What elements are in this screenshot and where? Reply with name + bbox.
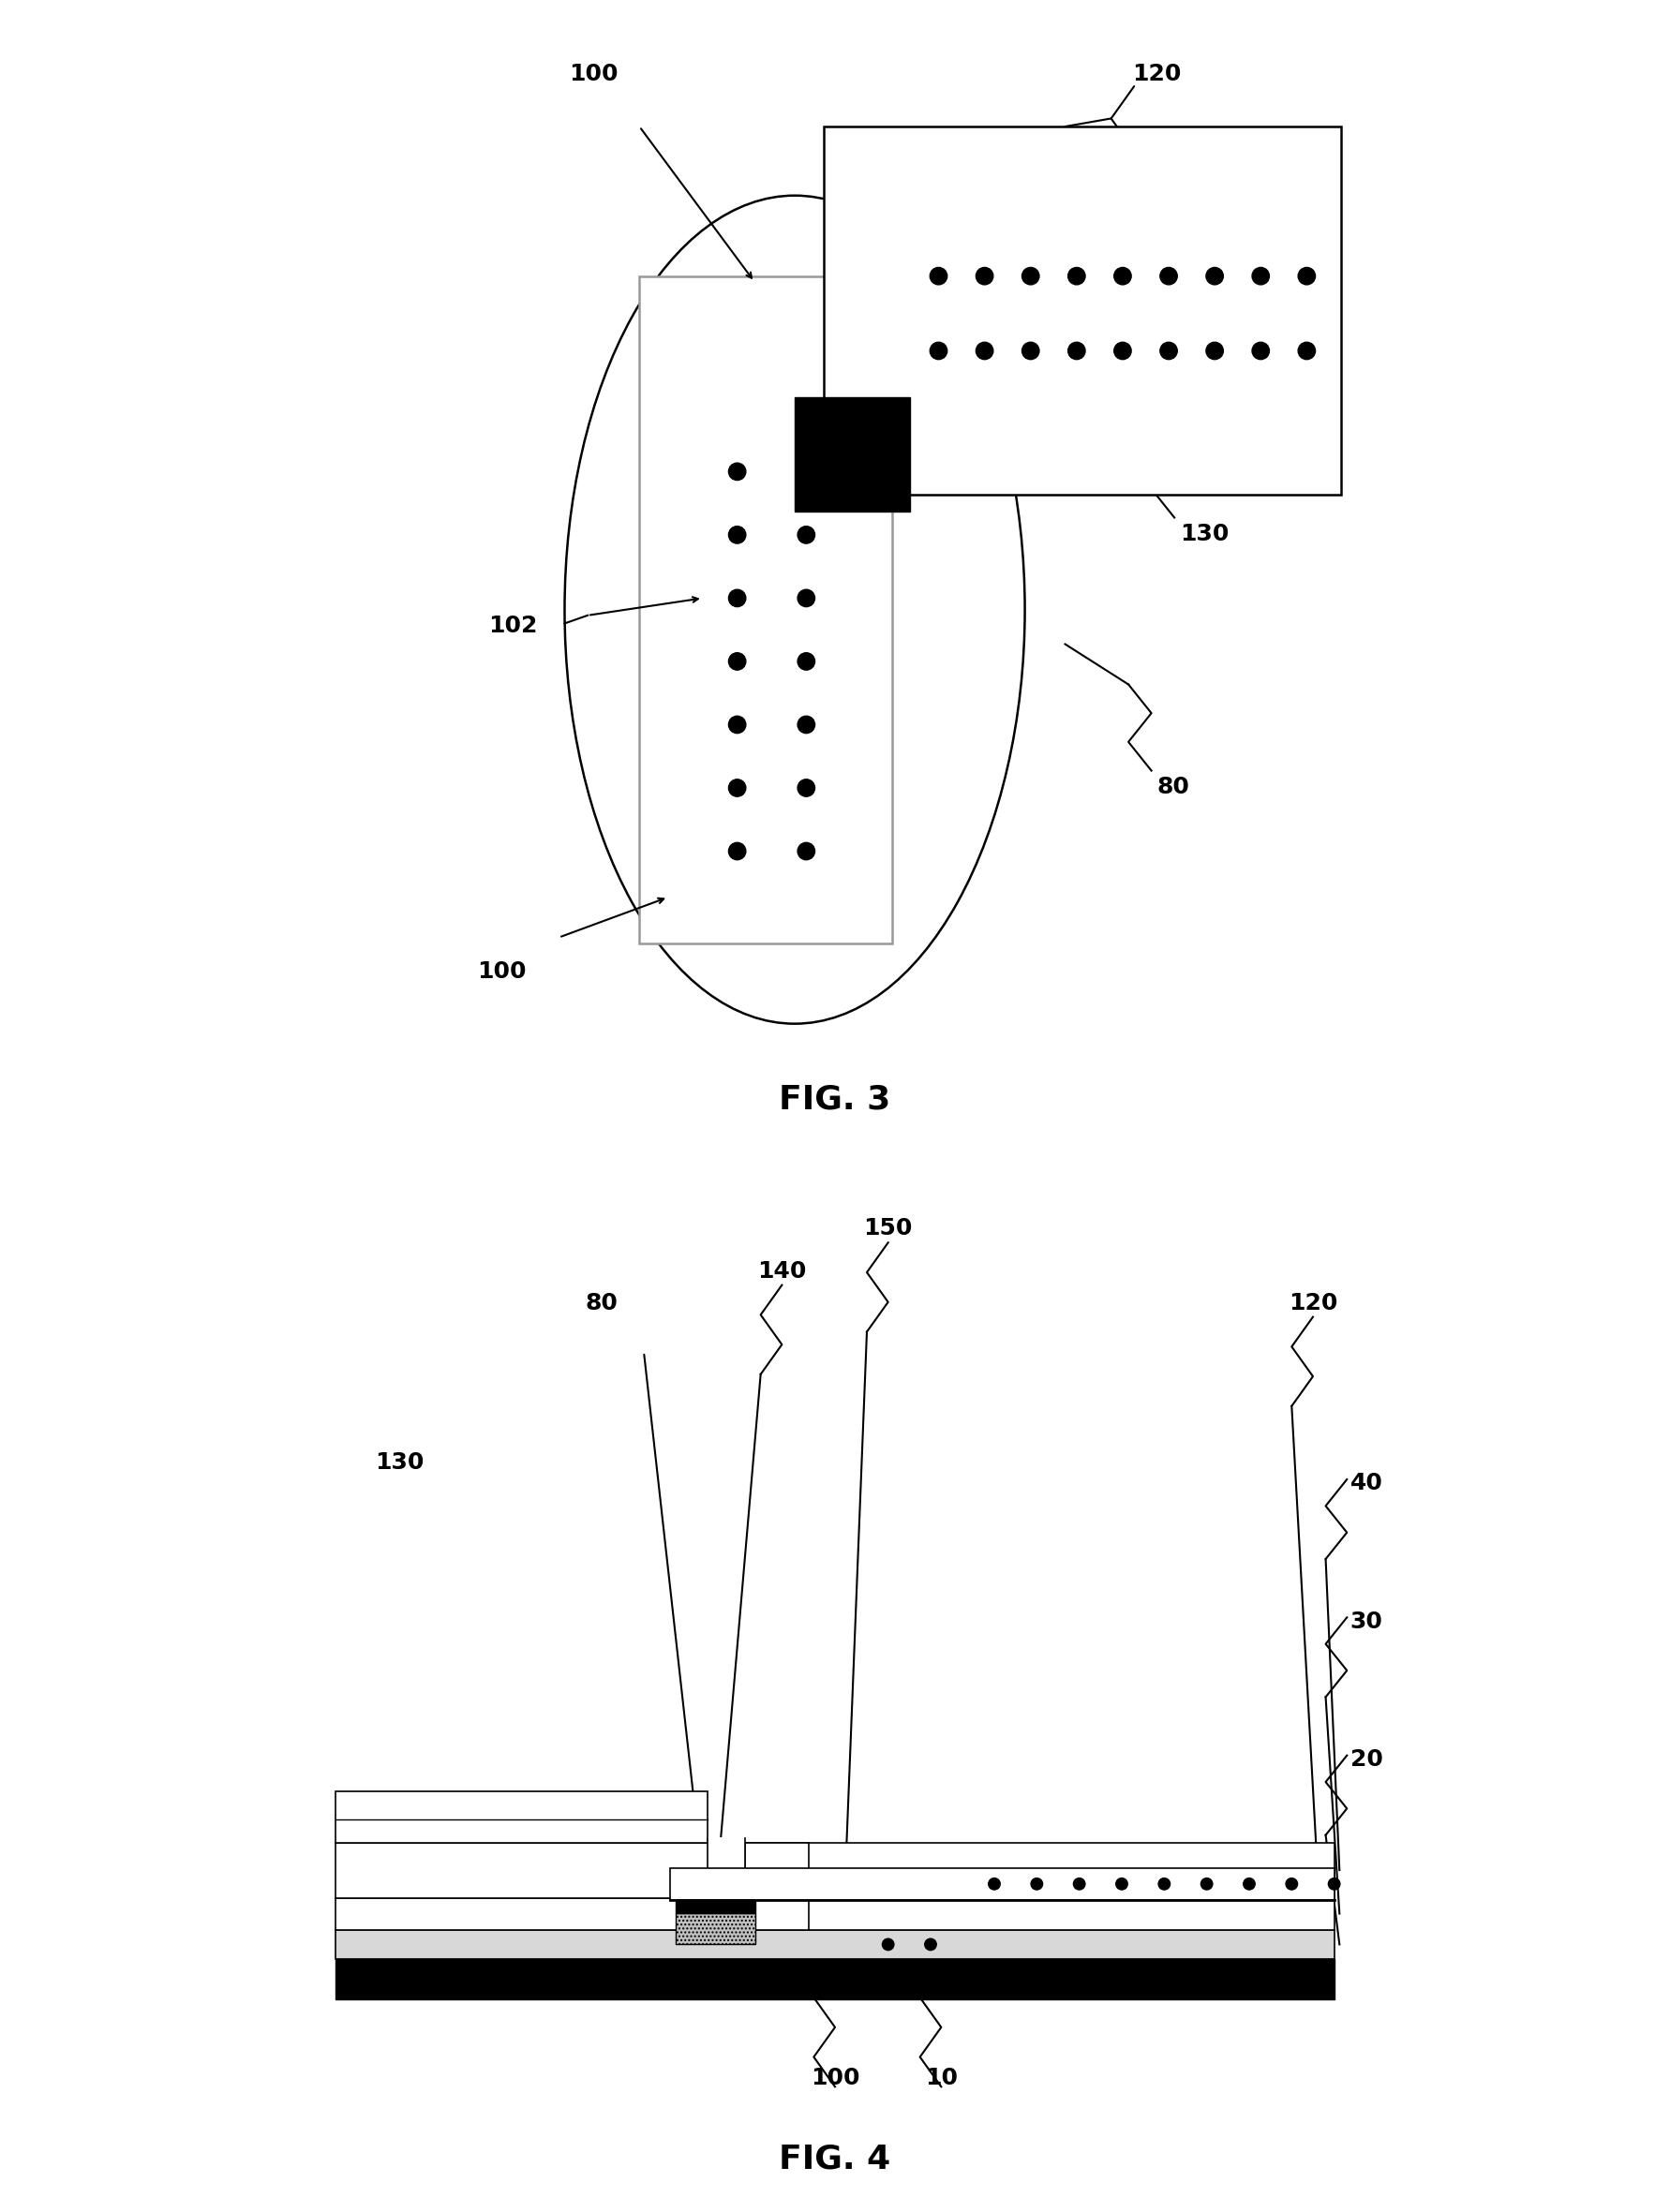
Bar: [745, 1898, 808, 1929]
Circle shape: [728, 717, 746, 734]
Circle shape: [1069, 343, 1086, 361]
Circle shape: [1298, 343, 1316, 361]
Circle shape: [1286, 1878, 1298, 1889]
Circle shape: [1206, 343, 1224, 361]
Text: 40: 40: [1349, 1473, 1383, 1495]
Bar: [676, 1900, 755, 1913]
Bar: [336, 1929, 1334, 1960]
Bar: [823, 126, 1341, 495]
Bar: [670, 1867, 1334, 1900]
Circle shape: [798, 717, 815, 734]
Text: 100: 100: [810, 2066, 860, 2090]
Bar: [336, 1960, 1334, 2000]
Bar: [336, 1960, 1334, 2000]
Text: 80: 80: [584, 1292, 618, 1314]
Circle shape: [1074, 1878, 1086, 1889]
Circle shape: [798, 462, 815, 480]
Circle shape: [1252, 268, 1269, 285]
Text: 120: 120: [1288, 1292, 1338, 1314]
Circle shape: [1298, 268, 1316, 285]
Bar: [708, 1838, 745, 1929]
Circle shape: [930, 343, 947, 361]
Circle shape: [1161, 343, 1177, 361]
Bar: [795, 396, 910, 511]
Circle shape: [1252, 343, 1269, 361]
Circle shape: [930, 268, 947, 285]
Circle shape: [925, 1938, 937, 1951]
Circle shape: [728, 653, 746, 670]
Text: 100: 100: [569, 62, 618, 86]
Text: 150: 150: [863, 1217, 912, 1241]
Circle shape: [728, 779, 746, 796]
Circle shape: [798, 779, 815, 796]
Text: 30: 30: [1349, 1610, 1383, 1632]
Text: 10: 10: [925, 2066, 957, 2090]
Circle shape: [1201, 1878, 1212, 1889]
Circle shape: [975, 268, 994, 285]
Text: 130: 130: [376, 1451, 424, 1473]
Circle shape: [1022, 268, 1039, 285]
Circle shape: [728, 462, 746, 480]
Circle shape: [798, 591, 815, 606]
Text: 20: 20: [1349, 1747, 1383, 1772]
Bar: [745, 1843, 808, 1898]
Circle shape: [798, 526, 815, 544]
Circle shape: [1069, 268, 1086, 285]
Circle shape: [1114, 268, 1131, 285]
Circle shape: [1030, 1878, 1042, 1889]
Bar: [336, 1898, 1334, 1929]
Circle shape: [1328, 1878, 1339, 1889]
Text: FIG. 3: FIG. 3: [780, 1084, 890, 1115]
Text: 120: 120: [1132, 62, 1182, 86]
Circle shape: [989, 1878, 1000, 1889]
Circle shape: [1022, 343, 1039, 361]
Circle shape: [798, 843, 815, 860]
Circle shape: [798, 653, 815, 670]
Bar: [640, 276, 892, 942]
Bar: [336, 1843, 1334, 1898]
Bar: [676, 1913, 755, 1944]
Circle shape: [882, 1938, 893, 1951]
Circle shape: [728, 526, 746, 544]
Text: 140: 140: [758, 1261, 807, 1283]
Circle shape: [975, 343, 994, 361]
Text: 130: 130: [1181, 522, 1229, 546]
Text: FIG. 4: FIG. 4: [780, 2143, 890, 2174]
Text: 80: 80: [1157, 776, 1189, 799]
Circle shape: [1206, 268, 1224, 285]
Circle shape: [1116, 1878, 1127, 1889]
Text: 102: 102: [488, 615, 538, 637]
Circle shape: [1161, 268, 1177, 285]
Circle shape: [1159, 1878, 1171, 1889]
Circle shape: [728, 591, 746, 606]
Bar: [336, 1792, 708, 1843]
Circle shape: [728, 843, 746, 860]
Circle shape: [1244, 1878, 1256, 1889]
Circle shape: [1114, 343, 1131, 361]
Text: 100: 100: [476, 960, 526, 982]
